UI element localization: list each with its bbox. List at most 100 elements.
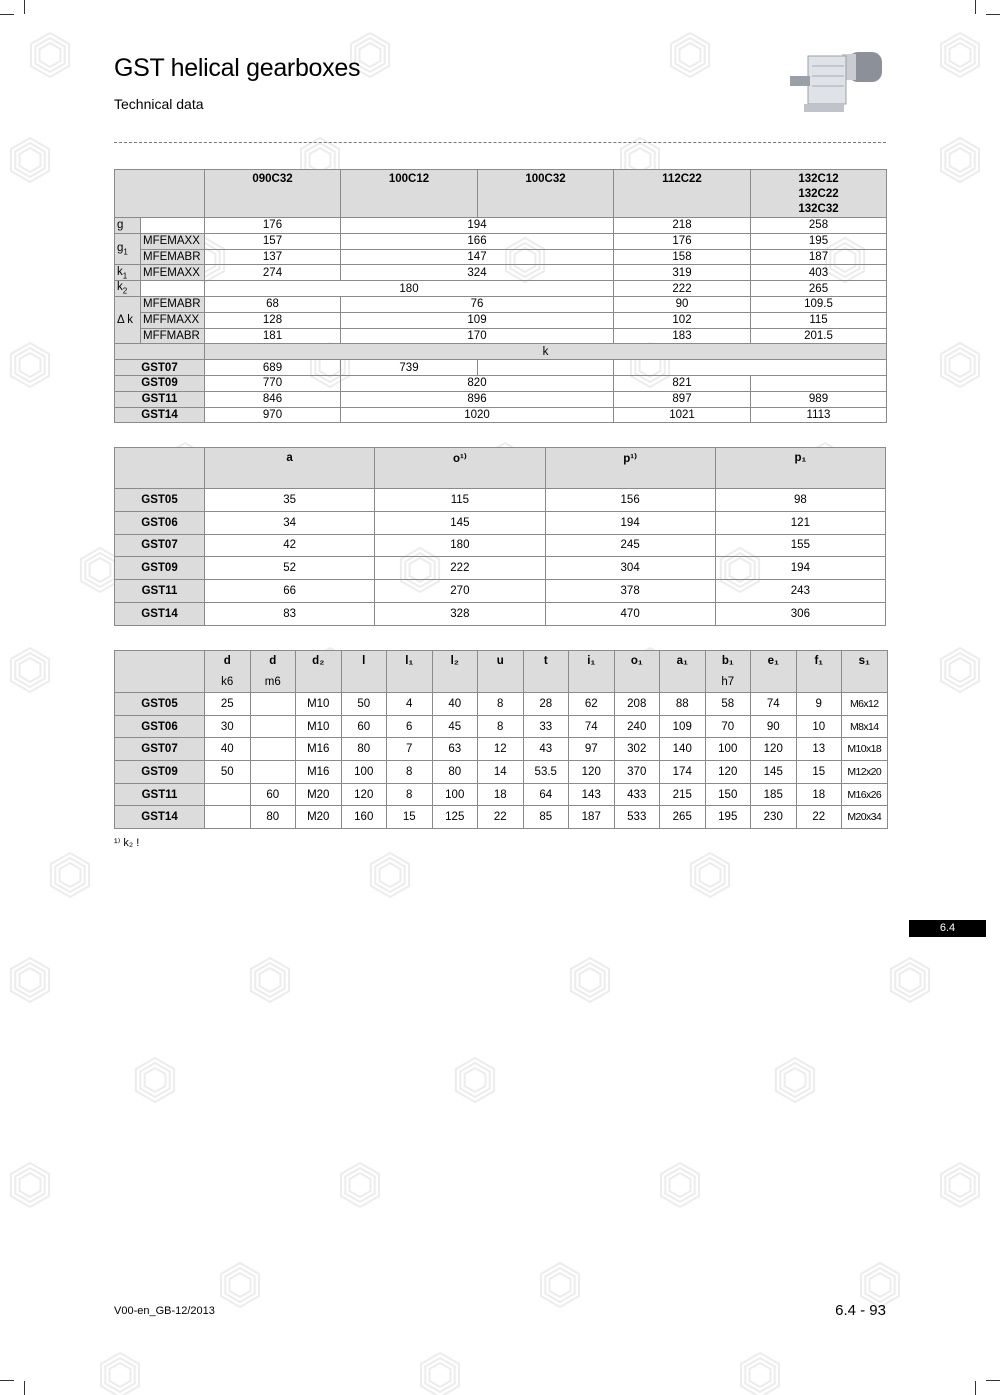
watermark-logo (569, 956, 611, 1004)
table-row: GST11 60 M20 120 8 100 18 64 143 433 215 150 185 18 M1… (114, 782, 888, 807)
table-cell: 274 (204, 264, 341, 282)
table-cell: 40 (431, 692, 478, 716)
row-label: k1 (114, 264, 141, 282)
column-subheader (841, 671, 888, 693)
table-cell: 42 (203, 533, 376, 558)
table-cell: 137 (204, 248, 341, 266)
column-header: p¹⁾ (544, 447, 716, 469)
watermark-logo (939, 341, 981, 389)
page-number: 6.4 - 93 (835, 1302, 886, 1319)
table-cell (249, 692, 296, 716)
table-cell: 470 (544, 601, 716, 626)
table-cell: M16x26 (841, 782, 888, 807)
watermark-logo (939, 646, 981, 694)
table-cell: 533 (613, 805, 660, 830)
column-subheader (750, 671, 797, 693)
table-cell: 8 (477, 714, 524, 739)
table-cell: 120 (704, 760, 751, 784)
table-cell: 1020 (340, 406, 614, 424)
header-cell (114, 650, 205, 693)
table-cell: 1113 (750, 406, 887, 424)
row-sublabel: MFEMAXX (140, 232, 205, 250)
table-cell: 102 (613, 311, 751, 329)
column-subheader: m6 (249, 671, 296, 693)
column-header: k (204, 343, 887, 361)
table-cell: 6 (386, 714, 433, 739)
table-cell: 120 (750, 737, 797, 762)
dimensions-table-shaft: d d d₂ l l₁ l₂ u t i₁ o₁ a₁ b₁ e₁ f₁ s₁ k6 m6 h7 GST05 25 M1… (114, 650, 888, 830)
watermark-logo (889, 956, 931, 1004)
table-row: GST14 970 1020 1021 1113 (114, 406, 887, 424)
table-cell: 90 (750, 714, 797, 739)
table-cell (477, 359, 614, 376)
watermark-logo (49, 851, 91, 899)
table-cell: 88 (659, 692, 706, 716)
column-header: b₁ (704, 650, 751, 672)
table-cell: 60 (249, 782, 296, 807)
table-cell: 243 (714, 579, 887, 603)
column-subheader (340, 671, 387, 693)
table-cell: 820 (340, 374, 614, 392)
table-cell: 230 (750, 805, 797, 830)
table-cell: 15 (386, 805, 433, 830)
page-subtitle: Technical data (114, 96, 204, 112)
row-label: GST05 (114, 692, 205, 716)
watermark-logo (659, 1161, 701, 1209)
table-cell: 180 (204, 280, 614, 297)
table-cell: 145 (374, 510, 546, 535)
crop-mark (986, 1380, 1000, 1381)
table-cell: 187 (750, 248, 887, 266)
table-cell: 265 (750, 280, 887, 297)
column-header: d (204, 650, 251, 672)
table-cell: 80 (340, 737, 387, 762)
table-cell: 770 (204, 374, 341, 392)
table-cell: 13 (795, 737, 842, 762)
table-cell: 8 (386, 760, 433, 784)
table-cell: 115 (750, 311, 887, 329)
watermark-logo (419, 1351, 461, 1395)
column-header: e₁ (750, 650, 797, 672)
column-subheader: k6 (204, 671, 251, 693)
table-cell: 83 (203, 601, 376, 626)
table-cell: 180 (374, 533, 546, 558)
table-cell: 18 (795, 782, 842, 807)
row-label: GST14 (114, 601, 205, 626)
watermark-logo (9, 646, 51, 694)
column-header: o¹⁾ (374, 447, 546, 469)
table-cell: 145 (750, 760, 797, 784)
row-sublabel (140, 280, 205, 297)
table-cell: 28 (522, 692, 569, 716)
table-cell: 120 (340, 782, 387, 807)
table-cell: 218 (613, 217, 751, 234)
row-label: GST11 (114, 390, 205, 408)
table-cell (249, 737, 296, 762)
column-header: i₁ (568, 650, 615, 672)
table-cell: 158 (613, 248, 751, 266)
table-row: GST11 846 896 897 989 (114, 390, 887, 408)
section-tab: 6.4 (909, 920, 986, 937)
column-header: p₁ (714, 447, 887, 469)
table-cell: 76 (340, 295, 614, 313)
table-cell: 18 (477, 782, 524, 807)
table-cell: 109 (340, 311, 614, 329)
table-cell: 195 (704, 805, 751, 830)
table-cell: 128 (204, 311, 341, 329)
row-label: GST07 (114, 533, 205, 558)
table-cell: 115 (374, 488, 546, 512)
table-row: GST09 770 820 821 (114, 374, 887, 392)
header-cell (114, 447, 205, 489)
row-label: k2 (114, 280, 141, 297)
row-label: GST06 (114, 714, 205, 739)
crop-mark (0, 1380, 14, 1381)
table-row: g 176 194 218 258 (114, 217, 887, 234)
table-cell: 45 (431, 714, 478, 739)
table-cell: M16 (295, 760, 342, 784)
table-cell: 187 (568, 805, 615, 830)
table-cell: 174 (659, 760, 706, 784)
table-cell: 60 (340, 714, 387, 739)
table-row: MFFMABR 181 170 183 201.5 (115, 327, 887, 345)
table-cell: 147 (340, 248, 614, 266)
column-header: 090C32 (204, 169, 341, 218)
table-row: GST05 35 115 156 98 (114, 488, 887, 512)
table-cell: 304 (544, 556, 716, 581)
